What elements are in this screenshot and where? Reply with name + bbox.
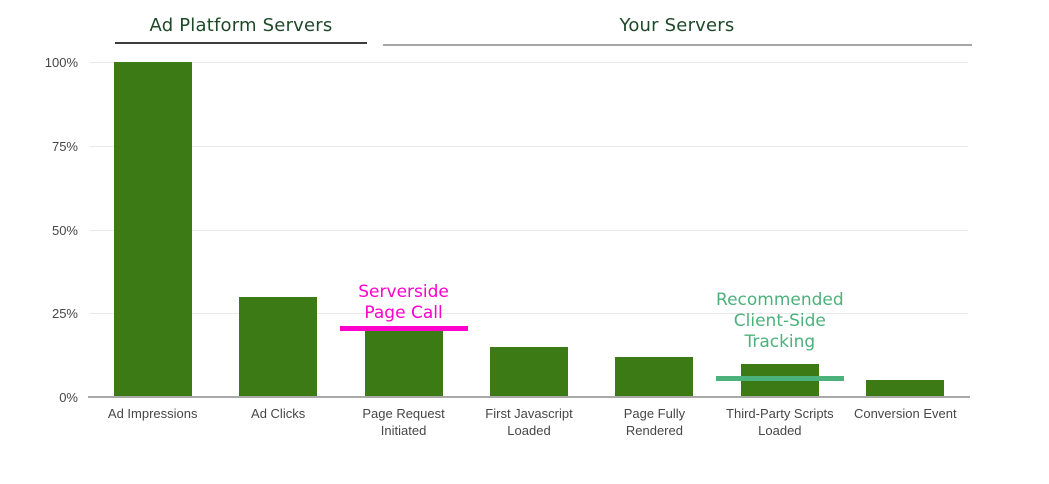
gridline-25 [90,313,968,315]
x-axis-baseline [88,396,970,398]
bar-ad-clicks [239,296,318,397]
annotation-line-text: Serverside [358,282,449,302]
group-header-ad-platform-servers: Ad Platform Servers [149,15,333,36]
y-tick-label-50: 50% [51,222,78,238]
gridline-75 [90,145,968,147]
annotation-line-text: Page Call [364,303,443,323]
annotation-rule-serverside-page-call [339,326,468,332]
y-tick-label-75: 75% [51,138,78,154]
bar-page-fully-rendered [615,356,694,397]
x-label-page-fully-rendered: Page Fully Rendered [623,406,686,438]
bar-ad-impressions [113,62,192,397]
annotation-text-serverside-page-call: Serverside Page Call [294,282,514,324]
annotation-line-text: Recommended [716,290,844,310]
annotation-rule-recommended-client-side-tracking [715,375,844,381]
x-label-first-javascript-loaded: First Javascript Loaded [485,406,573,438]
y-tick-label-0: 0% [59,390,78,405]
gridline-100 [90,62,968,63]
y-tick-label-25: 25% [51,306,78,322]
annotation-line-text: Tracking [744,332,816,352]
annotation-text-recommended-client-side-tracking: Recommended Client-Side Tracking [670,290,890,353]
x-label-ad-impressions: Ad Impressions [107,406,198,421]
bar-page-request-initiated [364,330,443,397]
group-header-your-servers: Your Servers [619,15,735,36]
x-label-page-request-initiated: Page Request Initiated [362,406,445,438]
x-label-conversion-event: Conversion Event [853,406,957,421]
y-tick-label-100: 100% [44,55,78,70]
x-label-ad-clicks: Ad Clicks [251,406,306,421]
your-servers-underline [383,44,972,46]
gridline-50 [90,229,968,231]
bar-conversion-event [866,380,945,397]
ad-platform-servers-underline [115,42,367,44]
bar-first-javascript-loaded [490,346,568,397]
x-label-third-party-scripts-loaded: Third-Party Scripts Loaded [726,406,834,438]
annotation-line-text: Client-Side [733,311,826,331]
